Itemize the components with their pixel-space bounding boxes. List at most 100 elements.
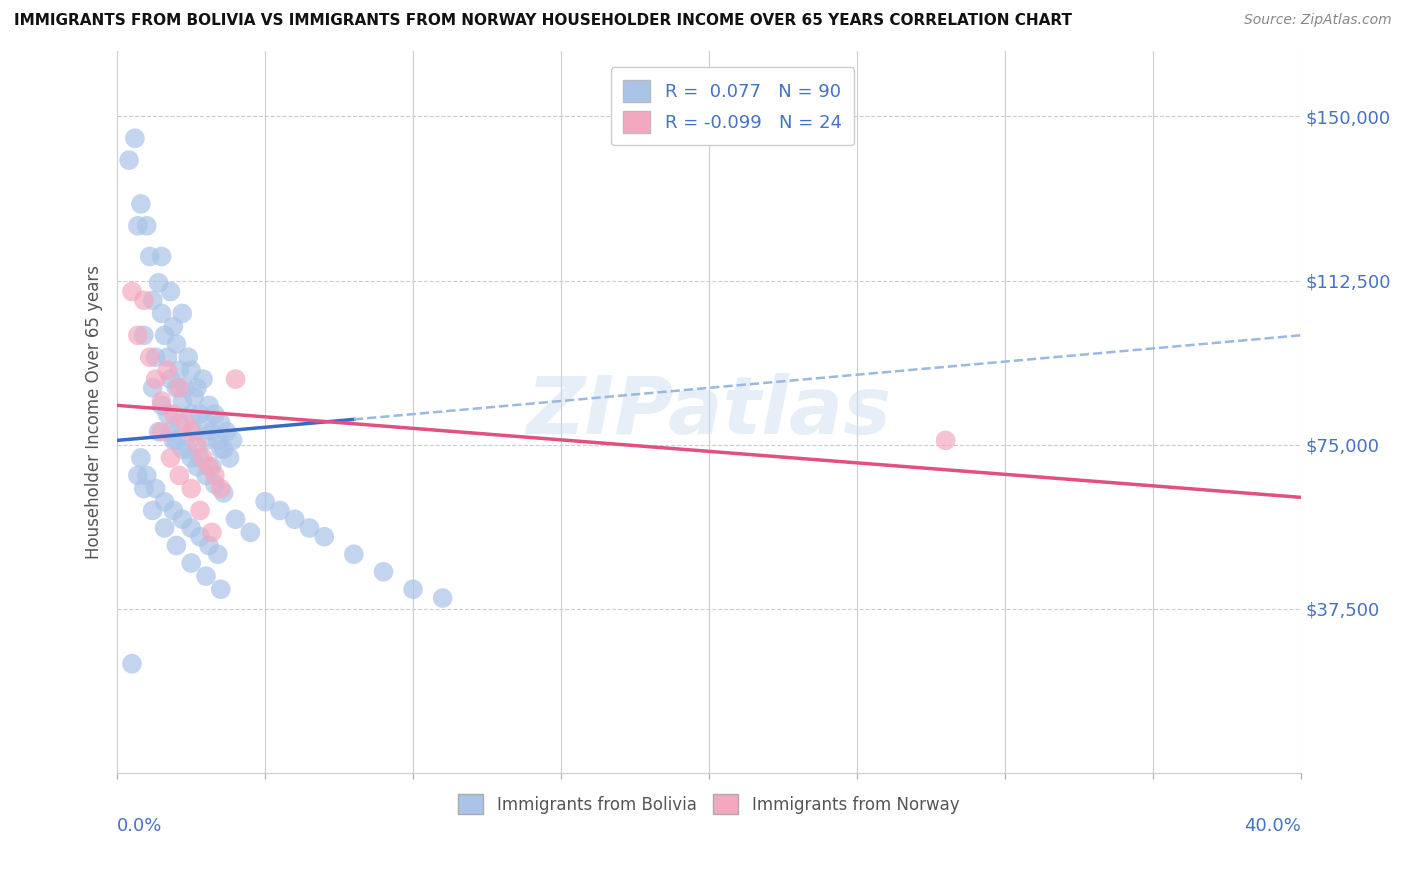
Point [159,425,181,439]
Point [209,582,232,597]
Point [159,285,181,299]
Point [194,434,217,448]
Point [198,539,221,553]
Point [156,363,179,377]
Point [194,416,217,430]
Point [162,503,184,517]
Point [298,521,321,535]
Point [165,539,187,553]
Point [194,468,217,483]
Point [180,425,202,439]
Point [127,328,149,343]
Point [150,250,173,264]
Point [177,442,200,457]
Point [188,530,211,544]
Point [148,276,170,290]
Point [153,521,176,535]
Point [284,512,307,526]
Point [269,503,291,517]
Point [402,582,425,597]
Point [204,407,226,421]
Point [135,219,157,233]
Point [186,381,208,395]
Point [225,512,247,526]
Point [153,494,176,508]
Point [142,381,165,395]
Point [188,407,211,421]
Point [198,459,221,474]
Point [215,425,238,439]
Point [180,556,202,570]
Point [207,547,229,561]
Point [142,293,165,308]
Point [209,442,232,457]
Point [150,306,173,320]
Point [121,657,143,671]
Point [162,434,184,448]
Point [159,372,181,386]
Point [225,372,247,386]
Point [165,337,187,351]
Point [221,434,243,448]
Point [132,293,155,308]
Point [212,442,235,457]
Point [129,450,152,465]
Point [180,363,202,377]
Point [162,319,184,334]
Point [174,416,197,430]
Point [186,438,208,452]
Point [172,442,194,457]
Point [172,306,194,320]
Point [142,503,165,517]
Point [174,381,197,395]
Point [373,565,395,579]
Point [135,468,157,483]
Y-axis label: Householder Income Over 65 years: Householder Income Over 65 years [86,265,103,559]
Point [180,482,202,496]
Text: 40.0%: 40.0% [1244,816,1301,835]
Point [138,250,160,264]
Text: ZIPatlas: ZIPatlas [526,373,891,451]
Text: Source: ZipAtlas.com: Source: ZipAtlas.com [1244,13,1392,28]
Point [165,434,187,448]
Point [124,131,146,145]
Point [194,569,217,583]
Point [177,350,200,364]
Point [172,394,194,409]
Text: IMMIGRANTS FROM BOLIVIA VS IMMIGRANTS FROM NORWAY HOUSEHOLDER INCOME OVER 65 YEA: IMMIGRANTS FROM BOLIVIA VS IMMIGRANTS FR… [14,13,1071,29]
Point [191,450,214,465]
Point [204,468,226,483]
Point [150,425,173,439]
Point [172,512,194,526]
Point [201,525,224,540]
Point [127,219,149,233]
Point [212,486,235,500]
Point [165,381,187,395]
Point [150,394,173,409]
Point [186,459,208,474]
Point [148,425,170,439]
Point [239,525,262,540]
Point [150,398,173,412]
Point [204,477,226,491]
Point [198,398,221,412]
Point [254,494,277,508]
Point [432,591,454,605]
Point [188,503,211,517]
Point [180,450,202,465]
Point [343,547,366,561]
Point [162,407,184,421]
Point [218,450,240,465]
Point [118,153,141,168]
Point [169,363,191,377]
Point [138,350,160,364]
Point [156,407,179,421]
Legend: Immigrants from Bolivia, Immigrants from Norway: Immigrants from Bolivia, Immigrants from… [450,786,967,822]
Point [191,372,214,386]
Point [169,381,191,395]
Point [201,459,224,474]
Point [180,407,202,421]
Point [153,328,176,343]
Point [121,285,143,299]
Point [129,197,152,211]
